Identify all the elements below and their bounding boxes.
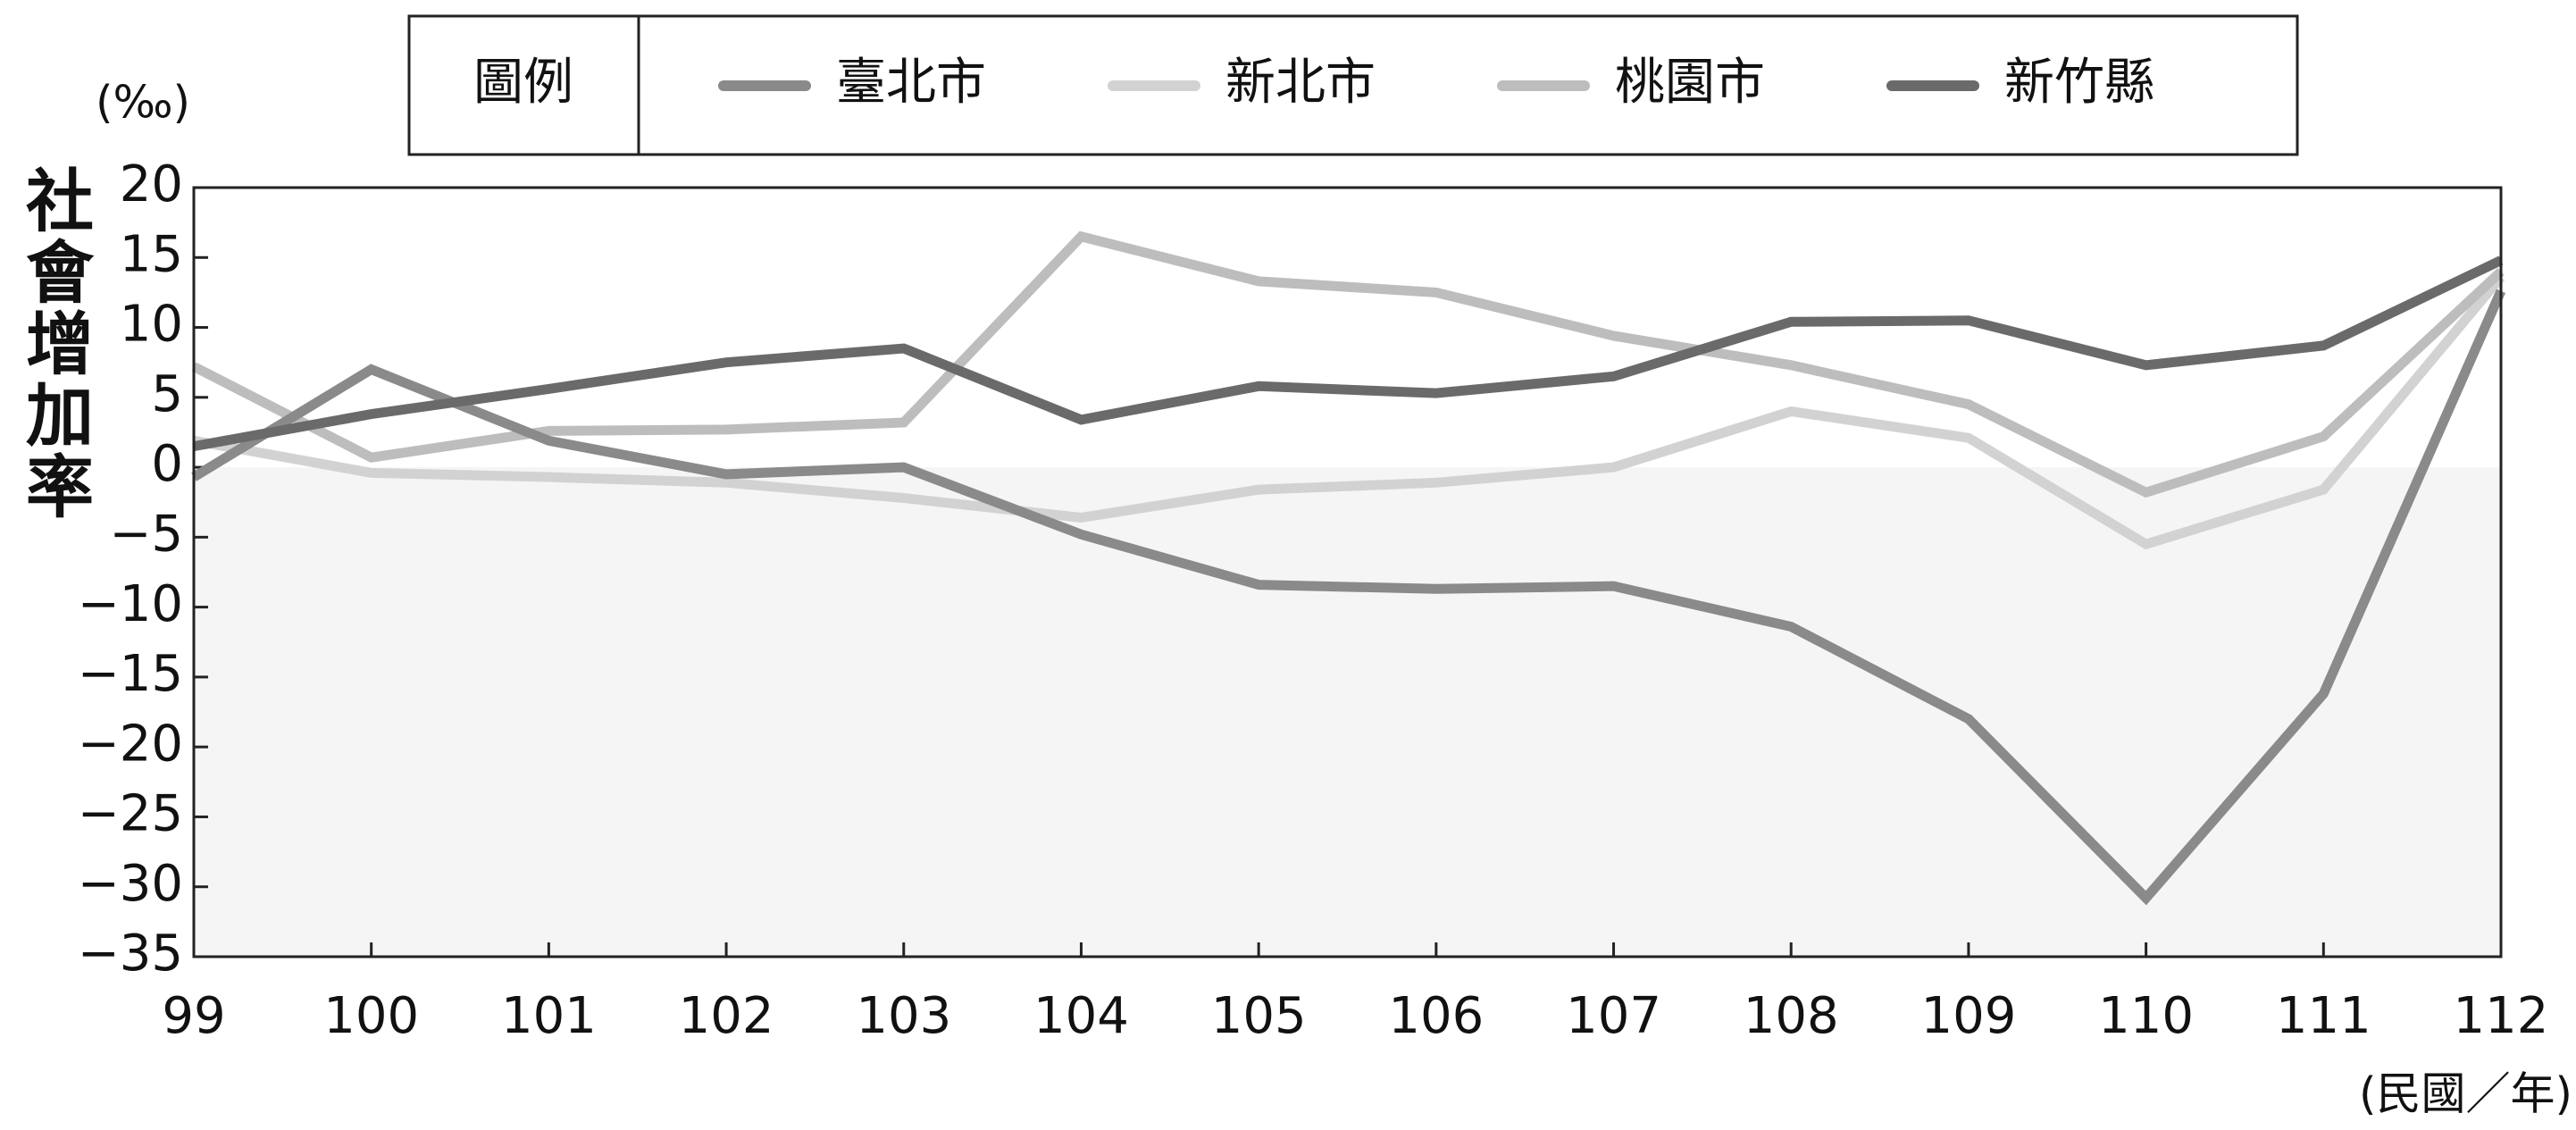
plot-frame [192, 186, 2503, 958]
x-tick-label: 105 [1211, 987, 1307, 1045]
x-tick-label: 101 [501, 987, 597, 1045]
y-unit: (‰) [96, 77, 190, 129]
y-tick-label: 5 [151, 365, 183, 423]
y-tick-label: 0 [151, 435, 183, 493]
x-unit: (民國／年) [2359, 1068, 2572, 1120]
negative-region [194, 467, 2501, 957]
series-line [191, 230, 2505, 498]
y-tick-label: 20 [120, 155, 183, 213]
legend-label: 桃園市 [1615, 54, 1765, 112]
x-tick-label: 102 [679, 987, 774, 1045]
x-tick-label: 107 [1566, 987, 1661, 1045]
series-line [191, 289, 2506, 906]
x-tick-label: 110 [2098, 987, 2194, 1045]
x-tick-label: 109 [1920, 987, 2016, 1045]
series-line [193, 273, 2505, 550]
legend-label: 新竹縣 [2004, 54, 2154, 112]
y-tick-label: −30 [78, 855, 183, 913]
x-tick-label: 111 [2276, 987, 2371, 1045]
series-line [193, 255, 2504, 452]
y-tick-label: −35 [78, 925, 183, 983]
x-tick-label: 100 [323, 987, 419, 1045]
y-tick-label: −25 [78, 785, 183, 843]
x-tick-label: 99 [162, 987, 225, 1045]
x-tick-label: 104 [1033, 987, 1129, 1045]
x-tick-label: 103 [856, 987, 951, 1045]
legend-title: 圖例 [473, 54, 573, 112]
y-axis-label: 社會增加率 [14, 165, 94, 523]
legend-label: 臺北市 [836, 54, 986, 112]
y-tick-label: 15 [120, 225, 183, 283]
x-tick-label: 108 [1744, 987, 1839, 1045]
y-tick-label: −20 [78, 715, 183, 773]
y-tick-label: −15 [78, 645, 183, 703]
x-tick-label: 112 [2454, 987, 2549, 1045]
x-tick-label: 106 [1388, 987, 1484, 1045]
legend-label: 新北市 [1225, 54, 1376, 112]
y-tick-label: −5 [109, 506, 183, 564]
y-tick-label: −10 [78, 575, 183, 633]
y-tick-label: 10 [120, 296, 183, 354]
